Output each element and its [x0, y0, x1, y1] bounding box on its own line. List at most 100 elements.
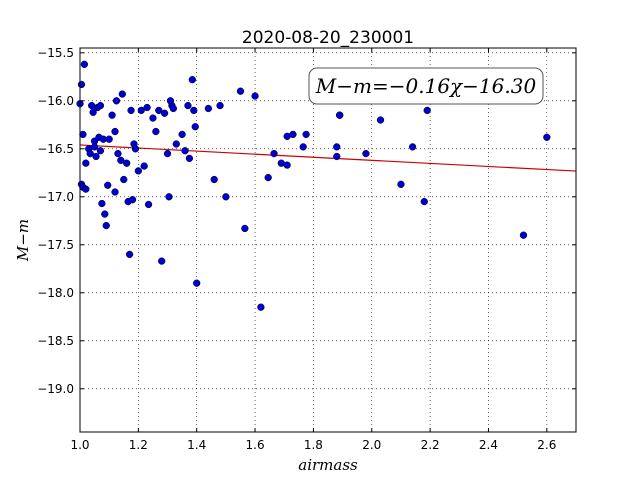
fit-line-group — [79, 144, 577, 172]
y-axis-ticks: −15.5 −16.0 −16.5 −17.0 −17.5 −18.0 −18.5 −19.0 — [37, 46, 576, 396]
data-point — [79, 130, 87, 139]
equation-text: M−m=−0.16χ−16.30 — [315, 74, 537, 98]
data-point — [152, 127, 160, 136]
data-point — [123, 159, 131, 167]
data-point — [178, 130, 186, 139]
data-point — [77, 80, 86, 89]
data-point — [118, 90, 126, 98]
data-point — [204, 104, 213, 113]
data-point — [283, 161, 291, 169]
data-point — [160, 109, 169, 117]
data-point — [134, 167, 143, 175]
data-point — [257, 303, 265, 311]
data-point — [543, 133, 551, 141]
data-point — [89, 108, 97, 116]
data-point — [165, 193, 173, 201]
data-point — [172, 140, 180, 148]
data-point — [117, 156, 125, 164]
x-tick-label: 2.6 — [537, 438, 556, 452]
y-tick-label: −19.0 — [37, 382, 74, 396]
data-point — [98, 199, 106, 208]
data-point — [216, 101, 224, 110]
data-point — [270, 149, 278, 158]
data-point — [111, 127, 119, 136]
data-point — [333, 143, 341, 151]
data-point — [131, 145, 140, 153]
y-tick-label: −16.5 — [37, 142, 74, 156]
x-tick-label: 1.4 — [187, 438, 206, 452]
data-point — [251, 92, 259, 100]
x-tick-label: 1.6 — [246, 438, 265, 452]
data-point — [128, 196, 137, 204]
data-point — [86, 149, 94, 158]
data-point — [241, 224, 249, 233]
data-point — [120, 175, 128, 184]
data-point — [397, 180, 405, 188]
y-tick-label: −18.5 — [37, 334, 74, 348]
data-point — [158, 257, 166, 265]
data-point — [125, 250, 134, 259]
grid-lines — [79, 48, 576, 432]
data-point — [96, 147, 105, 155]
data-point — [82, 185, 90, 193]
data-point — [111, 188, 119, 196]
x-tick-label: 1.2 — [129, 438, 148, 452]
data-point — [333, 152, 341, 161]
x-axis-label: airmass — [298, 456, 358, 474]
fit-line — [79, 144, 577, 172]
data-point — [114, 149, 122, 158]
data-point — [408, 143, 417, 151]
data-points — [76, 60, 551, 311]
data-point — [184, 101, 192, 110]
data-point — [144, 200, 153, 209]
data-point — [181, 147, 189, 155]
chart-title: 2020-08-20_230001 — [242, 28, 414, 48]
y-tick-label: −15.5 — [37, 46, 74, 60]
x-tick-label: 1.0 — [70, 438, 89, 452]
data-point — [108, 111, 116, 119]
data-point — [362, 149, 370, 158]
data-point — [143, 103, 151, 112]
data-point — [90, 143, 99, 151]
data-point — [137, 106, 145, 115]
data-point — [236, 87, 245, 95]
data-point — [519, 231, 528, 239]
data-point — [193, 279, 201, 287]
data-point — [105, 135, 113, 143]
data-point — [127, 106, 135, 115]
y-tick-label: −17.0 — [37, 190, 74, 204]
data-point — [112, 97, 121, 105]
data-point — [423, 106, 431, 115]
data-point — [376, 116, 385, 124]
plot-frame — [79, 47, 577, 433]
y-tick-label: −16.0 — [37, 94, 74, 108]
data-point — [169, 104, 178, 113]
data-point — [190, 106, 198, 115]
data-point — [289, 130, 297, 139]
data-point — [140, 162, 148, 170]
data-point — [82, 159, 90, 167]
data-point — [210, 175, 218, 184]
data-point — [80, 60, 89, 68]
data-point — [102, 221, 110, 230]
x-tick-label: 2.2 — [421, 438, 440, 452]
y-tick-label: −18.0 — [37, 286, 74, 300]
data-point — [222, 193, 230, 201]
data-point — [299, 143, 307, 151]
y-tick-label: −17.5 — [37, 238, 74, 252]
x-tick-label: 2.0 — [362, 438, 381, 452]
data-point — [163, 149, 172, 158]
data-point — [191, 123, 199, 131]
x-axis-ticks: 1.0 1.2 1.4 1.6 1.8 2.0 2.2 2.4 2.6 — [70, 48, 556, 452]
data-point — [185, 154, 194, 163]
equation-box — [308, 67, 544, 105]
x-tick-label: 2.4 — [479, 438, 498, 452]
data-point — [336, 111, 344, 119]
data-point — [420, 197, 428, 206]
data-point — [302, 130, 310, 139]
data-point — [101, 210, 109, 218]
y-axis-label: M−m — [14, 219, 32, 262]
data-point — [149, 114, 157, 122]
data-point — [264, 173, 272, 182]
